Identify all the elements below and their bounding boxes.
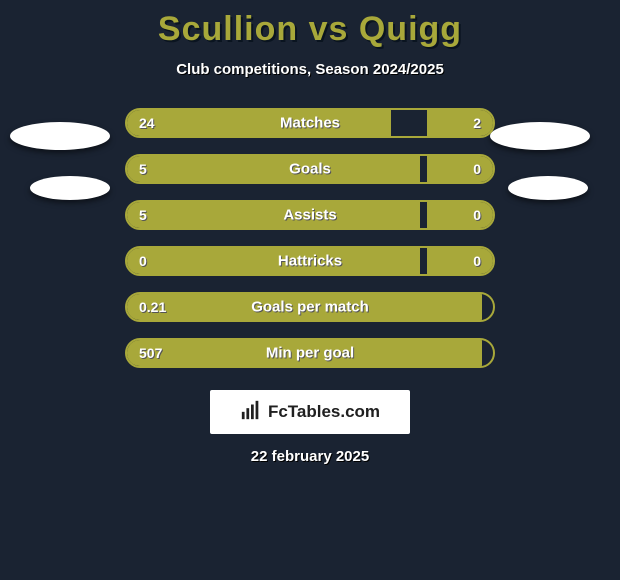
stat-label: Assists <box>283 207 336 224</box>
stat-row: 5 Assists 0 <box>125 200 495 230</box>
value-right: 2 <box>473 115 481 131</box>
stat-label: Goals <box>289 161 331 178</box>
stat-row: 24 Matches 2 <box>125 108 495 138</box>
stat-row: 5 Goals 0 <box>125 154 495 184</box>
stat-row: 507 Min per goal <box>125 338 495 368</box>
bar-right <box>427 202 493 228</box>
stat-label: Goals per match <box>251 299 369 316</box>
bar-left <box>127 156 420 182</box>
subtitle: Club competitions, Season 2024/2025 <box>0 61 620 78</box>
value-left: 0 <box>139 253 147 269</box>
logo-text: FcTables.com <box>268 402 380 422</box>
page-title: Scullion vs Quigg <box>0 10 620 49</box>
avatar-placeholder-left-2 <box>30 176 110 200</box>
avatar-placeholder-right-2 <box>508 176 588 200</box>
value-right: 0 <box>473 253 481 269</box>
date-label: 22 february 2025 <box>0 448 620 465</box>
fctables-badge[interactable]: FcTables.com <box>210 390 410 434</box>
value-left: 5 <box>139 161 147 177</box>
bar-right <box>427 156 493 182</box>
stat-label: Hattricks <box>278 253 342 270</box>
bar-chart-icon <box>240 399 262 426</box>
bar-left <box>127 202 420 228</box>
stat-rows: 24 Matches 2 5 Goals 0 5 Assists 0 0 Hat… <box>125 108 495 368</box>
bar-left <box>127 248 420 274</box>
avatar-placeholder-right-1 <box>490 122 590 150</box>
value-left: 507 <box>139 345 162 361</box>
comparison-card: Scullion vs Quigg Club competitions, Sea… <box>0 0 620 465</box>
avatar-placeholder-left-1 <box>10 122 110 150</box>
bar-left <box>127 110 391 136</box>
stat-label: Min per goal <box>266 345 354 362</box>
value-left: 0.21 <box>139 299 166 315</box>
value-left: 24 <box>139 115 155 131</box>
stat-label: Matches <box>280 115 340 132</box>
bar-right <box>427 248 493 274</box>
value-left: 5 <box>139 207 147 223</box>
stat-row: 0 Hattricks 0 <box>125 246 495 276</box>
bar-right <box>427 110 493 136</box>
stat-row: 0.21 Goals per match <box>125 292 495 322</box>
value-right: 0 <box>473 207 481 223</box>
value-right: 0 <box>473 161 481 177</box>
